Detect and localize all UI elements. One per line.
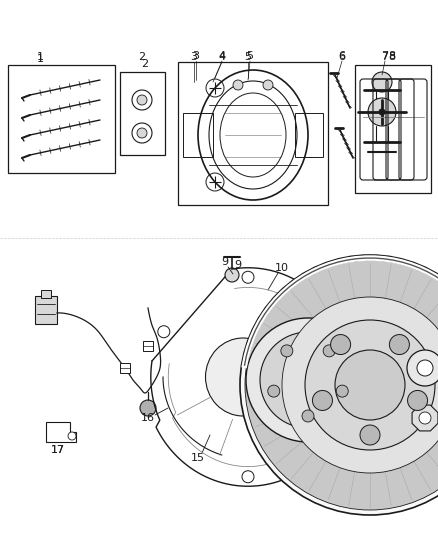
Circle shape [368, 98, 396, 126]
Circle shape [68, 432, 76, 440]
Text: 8: 8 [389, 52, 396, 62]
Circle shape [233, 80, 243, 90]
Circle shape [242, 471, 254, 483]
Circle shape [372, 72, 392, 92]
Text: 11: 11 [331, 263, 345, 273]
Text: 3: 3 [192, 51, 199, 61]
Circle shape [286, 358, 330, 402]
Circle shape [245, 260, 438, 510]
Circle shape [140, 400, 156, 416]
Circle shape [417, 360, 433, 376]
Circle shape [302, 410, 314, 422]
Bar [120, 72, 165, 155]
Text: 10: 10 [275, 263, 289, 273]
Circle shape [326, 416, 338, 429]
Text: 5: 5 [244, 52, 251, 62]
Ellipse shape [205, 338, 280, 416]
Text: 13: 13 [418, 432, 432, 442]
Circle shape [407, 391, 427, 410]
Text: 9: 9 [222, 257, 229, 267]
Bar [35, 296, 57, 324]
Text: 6: 6 [339, 51, 346, 61]
Circle shape [379, 109, 385, 115]
Circle shape [263, 80, 273, 90]
Circle shape [331, 335, 350, 354]
Circle shape [242, 271, 254, 283]
Bar [120, 363, 130, 373]
Polygon shape [412, 405, 438, 431]
Text: 12: 12 [418, 347, 432, 357]
Circle shape [323, 345, 335, 357]
Circle shape [335, 350, 405, 420]
Text: 14: 14 [311, 453, 325, 463]
Text: 1: 1 [36, 52, 43, 62]
Text: 2: 2 [141, 59, 148, 69]
Bar [295, 113, 323, 157]
Bar [143, 341, 153, 351]
Text: 4: 4 [219, 52, 226, 62]
Circle shape [312, 391, 332, 410]
Bar [41, 290, 51, 298]
Text: 12: 12 [418, 347, 432, 357]
Circle shape [137, 95, 147, 105]
Text: 16: 16 [141, 413, 155, 423]
Circle shape [305, 320, 435, 450]
Circle shape [282, 297, 438, 473]
Circle shape [225, 268, 239, 282]
Text: 8: 8 [389, 51, 396, 61]
Text: 2: 2 [138, 52, 145, 62]
Circle shape [419, 412, 431, 424]
Text: 9: 9 [234, 260, 242, 270]
Circle shape [268, 385, 280, 397]
Text: 7: 7 [381, 52, 389, 62]
Circle shape [389, 335, 410, 354]
Text: 13: 13 [418, 432, 432, 442]
Circle shape [360, 425, 380, 445]
Circle shape [246, 318, 370, 442]
Bar [8, 65, 115, 173]
Circle shape [240, 255, 438, 515]
Text: 5: 5 [247, 51, 254, 61]
Circle shape [336, 385, 348, 397]
Text: 17: 17 [51, 445, 65, 455]
Text: 4: 4 [219, 51, 226, 61]
Bar [183, 113, 213, 157]
Text: 15: 15 [191, 453, 205, 463]
Text: 7: 7 [381, 51, 389, 61]
Bar [355, 65, 431, 193]
Circle shape [281, 345, 293, 357]
Circle shape [158, 326, 170, 338]
Text: 6: 6 [339, 52, 346, 62]
Circle shape [260, 332, 356, 428]
Text: 3: 3 [191, 52, 198, 62]
Bar [178, 62, 328, 205]
Circle shape [137, 128, 147, 138]
Circle shape [407, 350, 438, 386]
Text: 17: 17 [51, 445, 65, 455]
Text: 1: 1 [36, 54, 43, 64]
